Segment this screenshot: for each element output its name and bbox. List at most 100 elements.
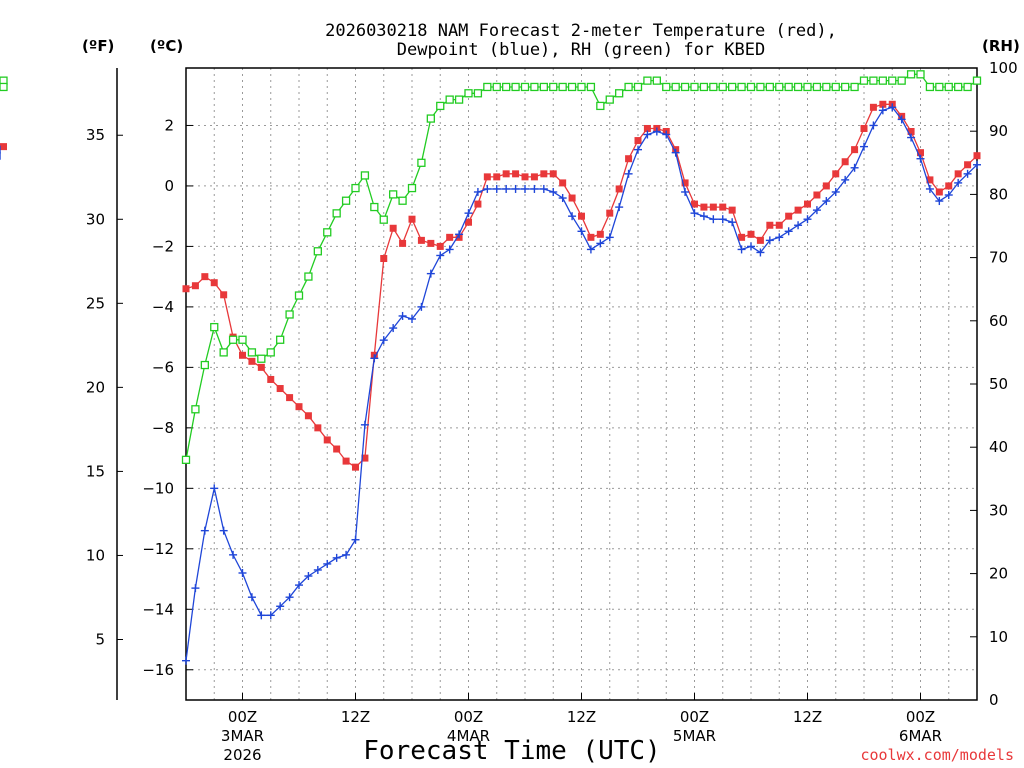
x-tick-label: 00Z	[454, 708, 483, 726]
rh-tick-label: 100	[989, 59, 1018, 77]
rh-point	[850, 82, 859, 92]
dewpoint-point	[850, 163, 859, 172]
temperature-point	[304, 412, 312, 420]
rh-point	[445, 95, 454, 104]
temperature-point	[530, 173, 538, 181]
fahrenheit-tick-label: 10	[86, 546, 105, 564]
temperature-point	[756, 236, 764, 244]
temperature-point	[917, 149, 924, 157]
temperature-point	[568, 194, 576, 202]
fahrenheit-unit-label: (ºF)	[82, 37, 114, 55]
dewpoint-point	[200, 526, 209, 535]
rh-point	[972, 76, 982, 85]
dewpoint-point	[473, 187, 482, 196]
dewpoint-point	[794, 221, 803, 230]
rh-tick-label: 50	[989, 375, 1008, 393]
x-tick-label: 00Z	[906, 708, 935, 726]
rh-point	[426, 114, 435, 123]
dewpoint-point	[784, 227, 793, 236]
dewpoint-point	[257, 611, 266, 620]
rh-point	[831, 82, 840, 92]
temperature-point	[220, 291, 228, 299]
rh-point	[549, 82, 558, 92]
dewpoint-line	[185, 106, 978, 661]
rh-point	[181, 455, 191, 464]
temperature-point	[973, 152, 981, 160]
rh-point	[191, 405, 200, 414]
temperature-point	[578, 212, 585, 220]
fahrenheit-tick-label: 15	[86, 462, 105, 480]
rh-point	[746, 82, 756, 92]
dewpoint-point	[831, 187, 840, 196]
rh-point	[417, 158, 426, 167]
temperature-point	[314, 424, 322, 432]
x-tick-year: 2026	[223, 746, 261, 764]
dewpoint-point	[313, 565, 322, 574]
rh-tick-label: 30	[989, 501, 1008, 519]
temperature-point	[352, 463, 359, 471]
rh-point	[389, 190, 398, 199]
dewpoint-point	[963, 169, 972, 178]
dewpoint-point	[869, 121, 878, 130]
x-tick-date: 4MAR	[447, 727, 490, 745]
rh-point	[502, 82, 511, 92]
rh-point	[247, 348, 257, 357]
rh-point	[784, 82, 793, 92]
rh-point	[775, 82, 784, 92]
temperature-point	[342, 457, 350, 465]
dewpoint-point	[681, 187, 690, 196]
dewpoint-point	[464, 209, 473, 218]
rh-point	[633, 82, 643, 92]
rh-point	[323, 228, 332, 237]
temperature-point	[935, 188, 943, 196]
plot-frame	[185, 67, 978, 701]
celsius-tick-label: 2	[164, 116, 174, 134]
rh-tick-label: 90	[989, 122, 1008, 140]
rh-point	[464, 89, 473, 98]
temperature-point	[417, 236, 425, 244]
rh-point	[341, 196, 351, 205]
rh-tick-label: 60	[989, 312, 1008, 330]
dewpoint-point	[643, 130, 652, 139]
rh-point	[699, 82, 709, 92]
temperature-point	[399, 239, 407, 247]
dewpoint-point	[247, 593, 256, 602]
temperature-point	[794, 206, 802, 214]
dewpoint-point	[323, 559, 332, 568]
celsius-tick-label: −16	[142, 661, 174, 679]
rh-point	[567, 82, 577, 92]
dewpoint-point	[455, 230, 464, 239]
rh-point	[954, 82, 963, 92]
rh-point	[379, 215, 388, 224]
x-tick-date: 5MAR	[673, 727, 716, 745]
rh-point	[822, 82, 831, 92]
temperature-point	[436, 242, 444, 250]
temperature-point	[248, 357, 256, 365]
x-axis-label: Forecast Time (UTC)	[363, 736, 660, 766]
temperature-point	[540, 170, 548, 178]
rh-point	[351, 183, 360, 193]
temperature-point	[201, 273, 209, 281]
dewpoint-point	[775, 233, 784, 242]
temperature-point	[483, 173, 491, 181]
dewpoint-point	[549, 187, 558, 196]
temperature-point	[615, 185, 623, 193]
temperature-point	[389, 224, 397, 232]
dewpoint-point	[285, 593, 294, 602]
dewpoint-point	[671, 148, 680, 157]
rh-point	[483, 82, 492, 92]
temperature-point	[681, 179, 689, 187]
temperature-point	[709, 203, 717, 211]
dewpoint-point	[558, 194, 567, 203]
dewpoint-point	[662, 130, 671, 139]
tick-label-layer: 20−2−4−6−8−10−12−14−16353025201510510090…	[86, 59, 1018, 764]
rh-point	[765, 82, 774, 92]
temperature-point	[785, 212, 793, 220]
dewpoint-point	[634, 145, 642, 154]
temperature-point	[257, 363, 265, 371]
dewpoint-point	[426, 269, 435, 278]
rh-point	[530, 82, 539, 92]
celsius-tick-label: −10	[142, 479, 174, 497]
rh-point	[963, 82, 972, 92]
temperature-point	[832, 170, 840, 178]
